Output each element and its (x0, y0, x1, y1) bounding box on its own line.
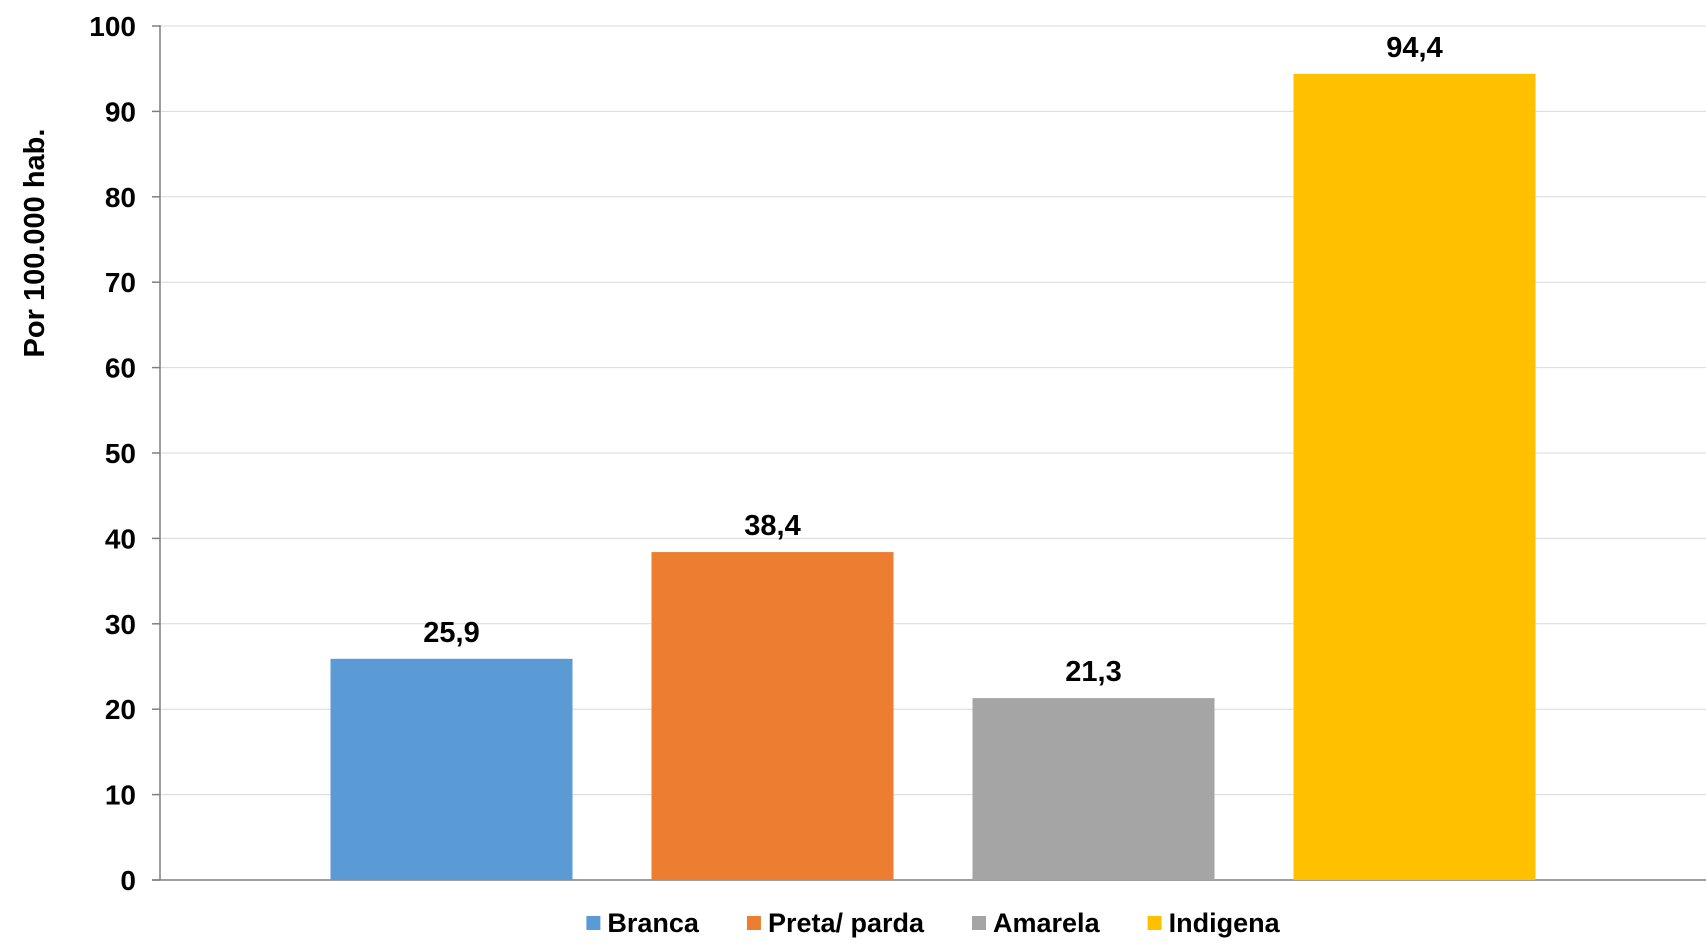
y-tick-label: 0 (120, 865, 136, 896)
legend-item-4: Indigena (1147, 908, 1281, 938)
legend-label: Branca (607, 908, 700, 938)
y-tick-label: 50 (105, 438, 136, 469)
legend: Branca Preta/ parda Amarela Indigena (586, 908, 1281, 938)
y-tick-label: 80 (105, 182, 136, 213)
legend-swatch (1147, 916, 1162, 930)
data-label-2: 38,4 (744, 510, 800, 542)
data-label-1: 25,9 (423, 617, 479, 649)
legend-swatch (972, 916, 987, 930)
legend-item-3: Amarela (972, 908, 1101, 938)
bar-4 (1293, 73, 1536, 881)
legend-item-1: Branca (586, 908, 700, 938)
legend-swatch (746, 916, 761, 930)
legend-swatch (586, 916, 601, 930)
y-tick-label: 30 (105, 609, 136, 640)
data-labels: 25,9 38,4 21,3 94,4 (423, 32, 1442, 688)
y-tick-label: 90 (105, 96, 136, 127)
y-tick-label: 100 (89, 11, 136, 42)
bar-2 (651, 552, 894, 880)
y-tick-label: 10 (105, 780, 136, 811)
data-label-4: 94,4 (1386, 32, 1442, 64)
bar-1 (330, 658, 573, 880)
legend-item-2: Preta/ parda (746, 908, 925, 938)
data-label-3: 21,3 (1065, 656, 1121, 688)
bars (330, 73, 1536, 881)
y-tick-label: 20 (105, 694, 136, 725)
y-axis: 0 10 20 30 40 50 60 70 80 90 100 (89, 11, 1706, 896)
legend-label: Indigena (1169, 908, 1281, 938)
y-tick-label: 60 (105, 353, 136, 384)
bar-3 (972, 698, 1215, 880)
y-tick-label: 70 (105, 267, 136, 298)
legend-label: Preta/ parda (768, 908, 925, 938)
legend-label: Amarela (993, 908, 1101, 938)
y-axis-title: Por 100.000 hab. (19, 129, 51, 358)
y-tick-label: 40 (105, 523, 136, 554)
